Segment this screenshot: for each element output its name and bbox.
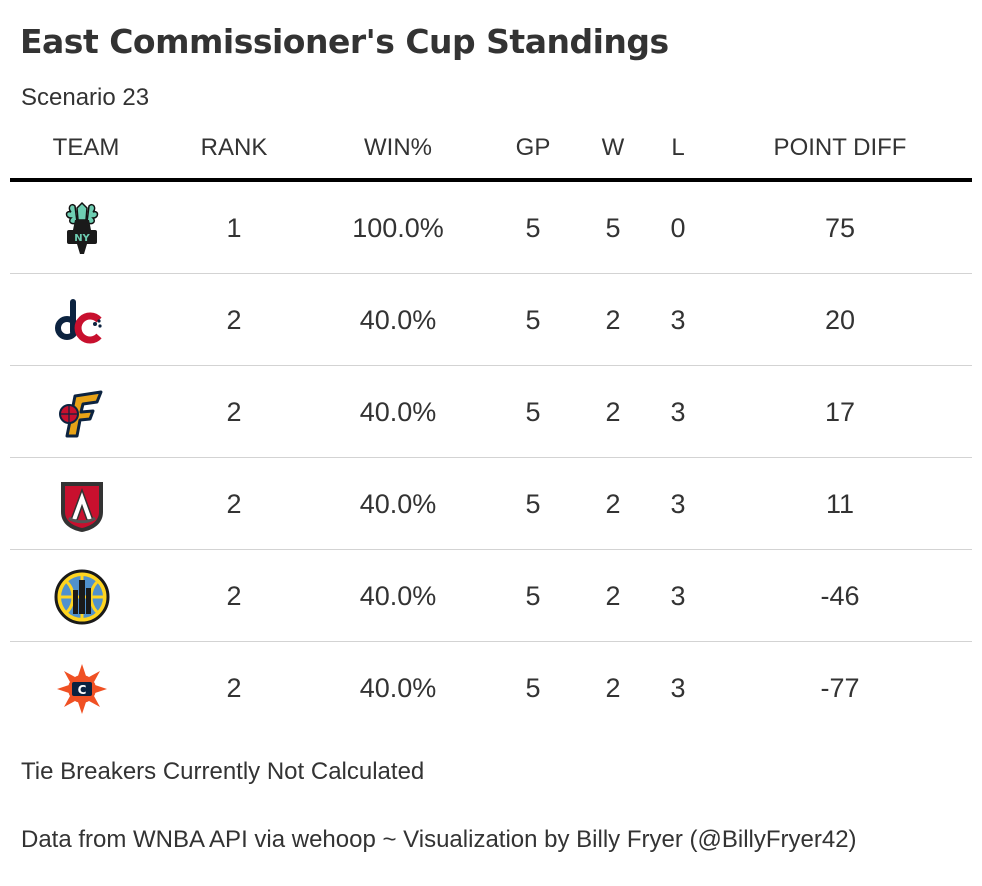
cell-rank: 2 (226, 397, 242, 427)
cell-rank: 2 (226, 489, 242, 519)
indiana-fever-logo (53, 384, 111, 442)
row-divider (10, 365, 972, 366)
svg-text:C: C (78, 683, 87, 697)
column-header-rank: RANK (200, 134, 268, 161)
cell-point-diff: 17 (824, 397, 856, 427)
footnote: Tie Breakers Currently Not Calculated (21, 758, 425, 785)
cell-w: 2 (605, 305, 621, 335)
cell-w: 2 (605, 489, 621, 519)
page-title: East Commissioner's Cup Standings (20, 22, 669, 61)
cell-w: 2 (605, 673, 621, 703)
column-header-win-pct: WIN% (364, 134, 432, 161)
row-divider (10, 273, 972, 274)
cell-l: 0 (670, 213, 686, 243)
cell-win-pct: 100.0% (352, 213, 444, 243)
cell-rank: 2 (226, 305, 242, 335)
column-header-team: TEAM (52, 134, 120, 161)
cell-win-pct: 40.0% (359, 673, 437, 703)
header-rule (10, 178, 972, 182)
table-row: 2 40.0% 5 2 3 17 (10, 366, 972, 458)
cell-rank: 1 (226, 213, 242, 243)
cell-l: 3 (670, 581, 686, 611)
cell-win-pct: 40.0% (359, 489, 437, 519)
cell-l: 3 (670, 397, 686, 427)
table-row: 2 40.0% 5 2 3 20 (10, 274, 972, 366)
row-divider (10, 641, 972, 642)
cell-l: 3 (670, 489, 686, 519)
table-row: 2 40.0% 5 2 3 -46 (10, 550, 972, 642)
svg-text:NY: NY (74, 233, 90, 244)
cell-point-diff: -77 (820, 673, 860, 703)
cell-l: 3 (670, 305, 686, 335)
chicago-sky-logo (53, 568, 111, 626)
column-header-w: W (601, 134, 625, 161)
atlanta-dream-logo (53, 476, 111, 534)
cell-gp: 5 (525, 397, 541, 427)
cell-point-diff: 11 (825, 489, 855, 519)
cell-w: 2 (605, 581, 621, 611)
cell-win-pct: 40.0% (359, 305, 437, 335)
page-subtitle: Scenario 23 (21, 84, 150, 111)
column-header-gp: GP (515, 134, 551, 161)
row-divider (10, 549, 972, 550)
new-york-liberty-logo: NY (53, 200, 111, 258)
cell-win-pct: 40.0% (359, 397, 437, 427)
cell-w: 5 (605, 213, 621, 243)
column-header-l: L (671, 134, 685, 161)
cell-rank: 2 (226, 581, 242, 611)
source-caption: Data from WNBA API via wehoop ~ Visualiz… (21, 826, 857, 853)
table-row: C 2 40.0% 5 2 3 -77 (10, 642, 972, 734)
connecticut-sun-logo: C (53, 660, 111, 718)
cell-win-pct: 40.0% (359, 581, 437, 611)
cell-point-diff: 75 (824, 213, 856, 243)
washington-mystics-logo (53, 292, 111, 350)
table-row: NY 1 100.0% 5 5 0 75 (10, 182, 972, 274)
cell-w: 2 (605, 397, 621, 427)
column-header-point-diff: POINT DIFF (773, 134, 907, 161)
cell-gp: 5 (525, 305, 541, 335)
cell-l: 3 (670, 673, 686, 703)
cell-rank: 2 (226, 673, 242, 703)
cell-gp: 5 (525, 489, 541, 519)
cell-gp: 5 (525, 213, 541, 243)
cell-point-diff: -46 (820, 581, 860, 611)
cell-gp: 5 (525, 581, 541, 611)
cell-gp: 5 (525, 673, 541, 703)
cell-point-diff: 20 (824, 305, 856, 335)
table-row: 2 40.0% 5 2 3 11 (10, 458, 972, 550)
row-divider (10, 457, 972, 458)
